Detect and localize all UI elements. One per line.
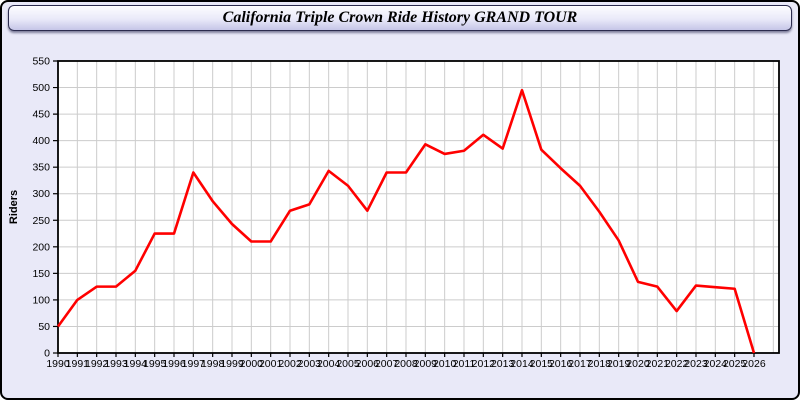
x-tick-label: 2023	[684, 358, 708, 370]
x-tick-label: 2010	[433, 358, 457, 370]
x-tick-label: 2006	[356, 358, 380, 370]
y-tick-label: 100	[32, 294, 50, 306]
x-tick-label: 2020	[626, 358, 650, 370]
y-tick-label: 400	[32, 135, 50, 147]
x-tick-label: 2011	[453, 358, 476, 370]
x-tick-label: 2013	[491, 358, 515, 370]
x-tick-label: 1996	[162, 358, 186, 370]
x-tick-label: 1990	[46, 358, 70, 370]
x-tick-label: 2000	[240, 358, 264, 370]
x-tick-label: 2019	[607, 358, 631, 370]
y-tick-label: 50	[38, 321, 50, 333]
x-tick-label: 1993	[104, 358, 128, 370]
title-bar: California Triple Crown Ride History GRA…	[8, 5, 792, 31]
x-tick-label: 2003	[298, 358, 322, 370]
x-tick-label: 2018	[588, 358, 612, 370]
y-tick-label: 550	[32, 56, 50, 68]
y-tick-label: 200	[32, 241, 50, 253]
x-tick-label: 1999	[220, 358, 244, 370]
x-tick-label: 2012	[472, 358, 496, 370]
data-line	[56, 88, 756, 354]
x-tick-label: 1998	[201, 358, 225, 370]
x-tick-label: 2022	[665, 358, 689, 370]
y-tick-label: 150	[32, 268, 50, 280]
x-tick-label: 1994	[124, 358, 148, 370]
x-tick-label: 1997	[182, 358, 206, 370]
x-tick-label: 2005	[336, 358, 360, 370]
y-tick-label: 450	[32, 109, 50, 121]
y-tick-label: 250	[32, 215, 50, 227]
plot-border	[57, 60, 780, 354]
plot-area	[58, 61, 779, 353]
x-tick-label: 2002	[278, 358, 302, 370]
y-axis-title: Riders	[8, 190, 20, 224]
y-tick-label: 0	[44, 348, 50, 360]
x-tick-label: 2007	[375, 358, 399, 370]
x-tick-label: 2021	[646, 358, 670, 370]
x-tick-label: 2014	[510, 358, 534, 370]
y-tick-label: 350	[32, 162, 50, 174]
x-tick-label: 2015	[530, 358, 554, 370]
x-tick-label: 2004	[317, 358, 341, 370]
y-tick-label: 300	[32, 188, 50, 200]
x-tick-label: 2001	[259, 358, 283, 370]
x-tick-label: 2008	[394, 358, 418, 370]
x-tick-label: 2017	[568, 358, 592, 370]
y-tick-label: 500	[32, 82, 50, 94]
x-tick-label: 2009	[414, 358, 438, 370]
x-tick-label: 2024	[704, 358, 728, 370]
x-tick-label: 2026	[742, 358, 766, 370]
x-tick-label: 2025	[723, 358, 747, 370]
x-tick-label: 1991	[66, 358, 90, 370]
x-tick-label: 2016	[549, 358, 573, 370]
x-tick-label: 1995	[143, 358, 167, 370]
page-title: California Triple Crown Ride History GRA…	[222, 9, 578, 26]
x-tick-label: 1992	[85, 358, 109, 370]
